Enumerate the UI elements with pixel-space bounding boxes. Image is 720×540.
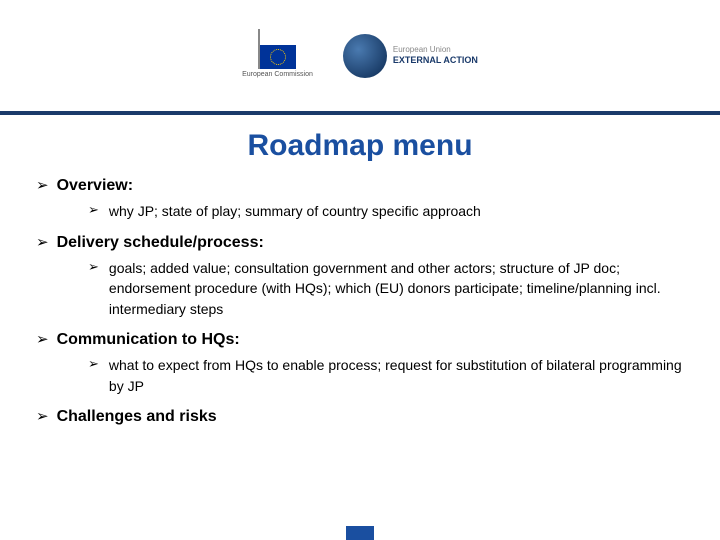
slide-content: ➢ Overview: ➢ why JP; state of play; sum… (0, 175, 720, 428)
chevron-right-icon: ➢ (36, 406, 49, 428)
item-heading: Communication to HQs: (57, 329, 240, 351)
eu-flag-icon (260, 45, 296, 69)
chevron-right-icon: ➢ (36, 329, 49, 351)
item-heading: Delivery schedule/process: (57, 232, 264, 254)
eeas-logo: European Union EXTERNAL ACTION (343, 34, 478, 78)
list-subitem: ➢ why JP; state of play; summary of coun… (88, 201, 688, 221)
list-subitem: ➢ what to expect from HQs to enable proc… (88, 355, 688, 396)
item-heading: Challenges and risks (57, 406, 217, 428)
chevron-right-icon: ➢ (36, 175, 49, 197)
slide-header: European Commission European Union EXTER… (0, 0, 720, 115)
list-subitem: ➢ goals; added value; consultation gover… (88, 258, 688, 319)
list-item: ➢ Delivery schedule/process: (36, 232, 688, 254)
globe-icon (343, 34, 387, 78)
list-item: ➢ Overview: (36, 175, 688, 197)
ec-logo: European Commission (242, 33, 313, 79)
chevron-right-icon: ➢ (36, 232, 49, 254)
item-sub: goals; added value; consultation governm… (109, 258, 688, 319)
slide-title: Roadmap menu (0, 129, 720, 163)
item-sub: why JP; state of play; summary of countr… (109, 201, 481, 221)
chevron-right-icon: ➢ (88, 355, 99, 396)
list-item: ➢ Challenges and risks (36, 406, 688, 428)
item-heading: Overview: (57, 175, 133, 197)
item-sub: what to expect from HQs to enable proces… (109, 355, 688, 396)
chevron-right-icon: ➢ (88, 201, 99, 221)
ec-logo-label: European Commission (242, 71, 313, 79)
list-item: ➢ Communication to HQs: (36, 329, 688, 351)
eeas-line2: EXTERNAL ACTION (393, 55, 478, 66)
eeas-line1: European Union (393, 45, 478, 55)
chevron-right-icon: ➢ (88, 258, 99, 319)
footer-accent (346, 526, 374, 540)
